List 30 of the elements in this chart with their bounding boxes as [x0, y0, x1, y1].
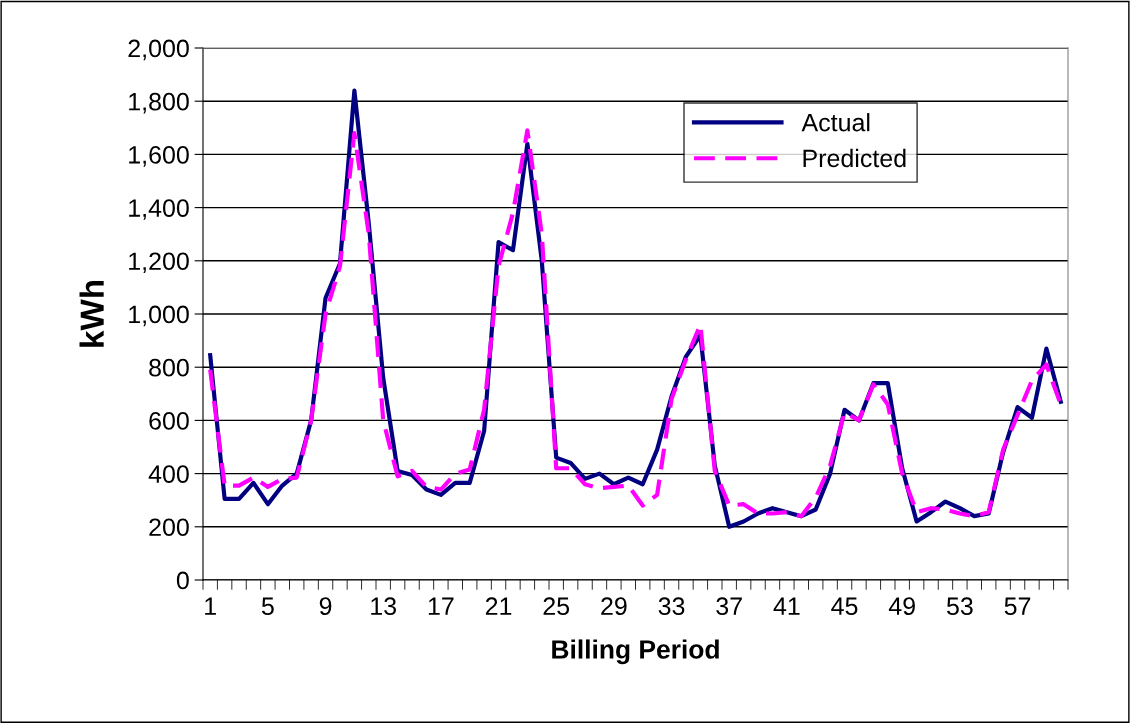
y-tick-label: 1,200 [129, 252, 189, 274]
x-tick-label: 1 [205, 597, 216, 615]
y-tick-label: 2,000 [128, 39, 189, 61]
y-tick-label: 0 [176, 571, 189, 590]
y-tick-label: 1,800 [129, 92, 189, 114]
x-tick-label: 29 [601, 597, 627, 616]
x-tick-label: 41 [773, 597, 800, 615]
y-tick-label: 800 [149, 358, 189, 377]
y-tick-label: 1,600 [129, 146, 189, 167]
legend-label: Predicted [803, 148, 906, 168]
x-tick-label: 13 [371, 597, 397, 616]
x-axis-title: Billing Period [552, 639, 719, 665]
legend-label: Actual [801, 113, 870, 132]
x-tick-label: 37 [716, 597, 742, 616]
y-tick-label: 200 [149, 518, 189, 537]
x-tick-label: 17 [428, 597, 454, 615]
x-tick-label: 45 [831, 597, 858, 616]
x-tick-label: 33 [658, 597, 685, 616]
y-tick-label: 1,400 [129, 199, 189, 220]
x-tick-label: 53 [946, 597, 973, 616]
x-tick-label: 49 [888, 597, 915, 616]
x-tick-label: 9 [319, 597, 332, 616]
x-tick-label: 21 [485, 597, 512, 615]
x-tick-label: 57 [1004, 597, 1031, 616]
x-tick-label: 25 [543, 597, 570, 616]
x-tick-label: 5 [261, 597, 274, 616]
y-axis-title: kWh [79, 280, 104, 347]
y-tick-label: 400 [148, 465, 189, 483]
y-tick-label: 1,000 [129, 305, 189, 327]
y-tick-label: 600 [149, 412, 189, 430]
